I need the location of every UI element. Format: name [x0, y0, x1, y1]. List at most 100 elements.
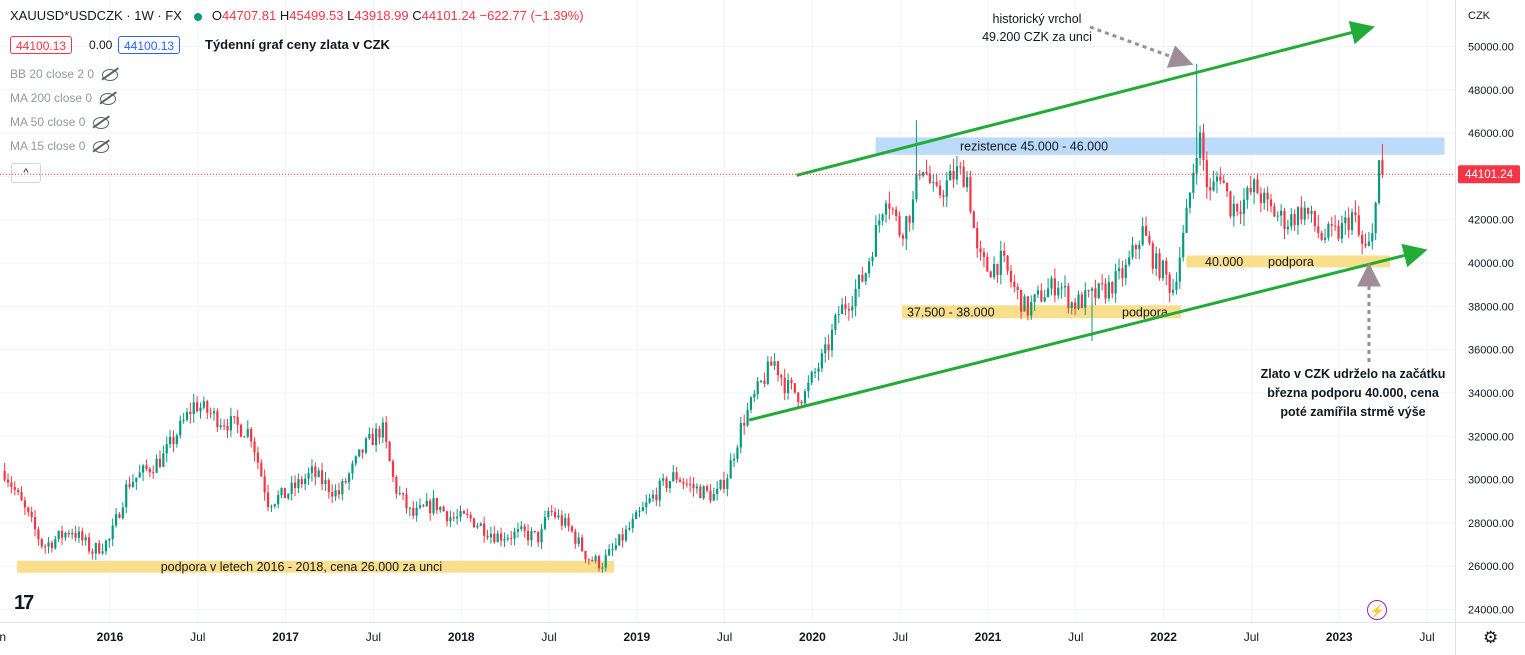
- time-axis[interactable]: un 2016 Jul 2017 Jul 2018 Jul 2019 Jul 2020 Jul 202…: [0, 622, 1525, 645]
- indicator-ma15[interactable]: MA 15 close 0: [10, 139, 110, 153]
- candle-body: [20, 492, 23, 501]
- resistance-label: rezistence 45.000 - 46.000: [960, 140, 1108, 154]
- candle-body: [1266, 192, 1269, 200]
- candle-body: [959, 166, 962, 168]
- candle-body: [624, 529, 628, 541]
- candle-body: [857, 274, 861, 289]
- candle-body: [13, 487, 16, 490]
- candle-body: [732, 458, 736, 461]
- candle-body: [550, 511, 553, 513]
- gear-icon[interactable]: ⚙: [1483, 628, 1499, 647]
- candle-body: [645, 502, 648, 508]
- candle-body: [793, 383, 796, 393]
- candle-body: [1155, 253, 1158, 269]
- candle-body: [381, 422, 384, 438]
- candle-body: [861, 274, 864, 282]
- price-tick-label: 48000.00: [1468, 85, 1514, 97]
- high-value: 45499.53: [289, 8, 344, 23]
- candle-body: [604, 555, 607, 568]
- candle-body: [496, 533, 499, 543]
- buy-price-button[interactable]: 44100.13: [118, 36, 181, 54]
- candle-body: [422, 505, 425, 507]
- indicator-label: BB 20 close 2 0: [10, 67, 95, 81]
- candle-body: [597, 556, 601, 569]
- candle-body: [1090, 288, 1094, 291]
- eye-hidden-icon[interactable]: [100, 92, 117, 105]
- candle-body: [81, 531, 84, 541]
- candle-body: [1134, 245, 1138, 250]
- candle-body: [442, 507, 445, 512]
- candle-body: [459, 511, 462, 517]
- candle-body: [246, 428, 249, 437]
- candle-body: [1361, 234, 1364, 244]
- change-value: −622.77 (−1.39%): [479, 8, 584, 23]
- candle-body: [834, 315, 837, 330]
- candle-body: [111, 525, 114, 540]
- candle-body: [30, 512, 33, 518]
- candle-body: [672, 472, 675, 482]
- candle-body: [868, 261, 871, 274]
- candle-body: [1013, 281, 1016, 287]
- candle-body: [320, 470, 324, 485]
- candle-body: [341, 481, 344, 495]
- time-tick-label: Jul: [1244, 630, 1259, 644]
- indicator-label: MA 15 close 0: [10, 139, 86, 153]
- candle-body: [74, 532, 77, 538]
- candle-body: [263, 476, 266, 493]
- candle-body: [969, 177, 972, 212]
- candle-body: [827, 344, 830, 351]
- candle-body: [716, 488, 719, 494]
- time-tick-label: 2022: [1150, 630, 1177, 644]
- indicator-ma200[interactable]: MA 200 close 0: [10, 91, 117, 105]
- candle-body: [172, 436, 175, 445]
- candle-body: [1148, 235, 1151, 244]
- candle-body: [1283, 210, 1286, 230]
- candle-body: [60, 530, 64, 538]
- candle-body: [128, 484, 131, 487]
- candle-body: [982, 252, 986, 257]
- candle-body: [871, 256, 874, 262]
- eye-hidden-icon[interactable]: [102, 68, 119, 81]
- candle-body: [753, 393, 756, 398]
- eye-hidden-icon[interactable]: [93, 140, 110, 153]
- candle-body: [776, 361, 780, 376]
- candle-body: [1063, 285, 1067, 288]
- candle-body: [689, 483, 692, 485]
- candle-body: [526, 530, 530, 541]
- candle-body: [1114, 271, 1117, 294]
- trendline: [748, 243, 1428, 422]
- candle-body: [580, 537, 584, 551]
- candle-body: [736, 447, 739, 459]
- candle-body: [391, 461, 395, 478]
- candle-body: [158, 458, 162, 467]
- candle-body: [628, 527, 631, 530]
- candle-body: [101, 551, 104, 554]
- sell-price-button[interactable]: 44100.13: [10, 36, 73, 54]
- candle-body: [1047, 288, 1050, 298]
- candle-body: [165, 444, 168, 454]
- candle-body: [945, 180, 948, 197]
- indicator-bb[interactable]: BB 20 close 2 0: [10, 67, 119, 81]
- candle-body: [557, 515, 560, 518]
- candle-body: [33, 517, 37, 530]
- price-tick-label: 34000.00: [1468, 388, 1514, 400]
- price-axis[interactable]: 24000.00 26000.00 28000.00 30000.00 32000.00…: [1455, 0, 1521, 655]
- candle-body: [17, 489, 20, 493]
- collapse-indicators-button[interactable]: ^: [11, 163, 41, 183]
- symbol-title[interactable]: XAUUSD*USDCZK · 1W · FX: [10, 8, 182, 23]
- candle-body: [1269, 199, 1273, 207]
- eye-hidden-icon[interactable]: [93, 116, 110, 129]
- price-tick-label: 50000.00: [1468, 42, 1514, 54]
- candle-body: [1219, 176, 1222, 181]
- candle-body: [1347, 217, 1350, 230]
- candle-body: [1313, 210, 1316, 227]
- time-tick-label: 2016: [97, 630, 124, 644]
- candle-body: [212, 411, 216, 414]
- indicator-ma50[interactable]: MA 50 close 0: [10, 115, 110, 129]
- lightning-icon[interactable]: ⚡: [1367, 600, 1387, 620]
- candle-body: [783, 377, 786, 394]
- spread-value: 0.00: [89, 38, 113, 52]
- candle-body: [175, 435, 178, 445]
- candle-body: [1151, 243, 1154, 269]
